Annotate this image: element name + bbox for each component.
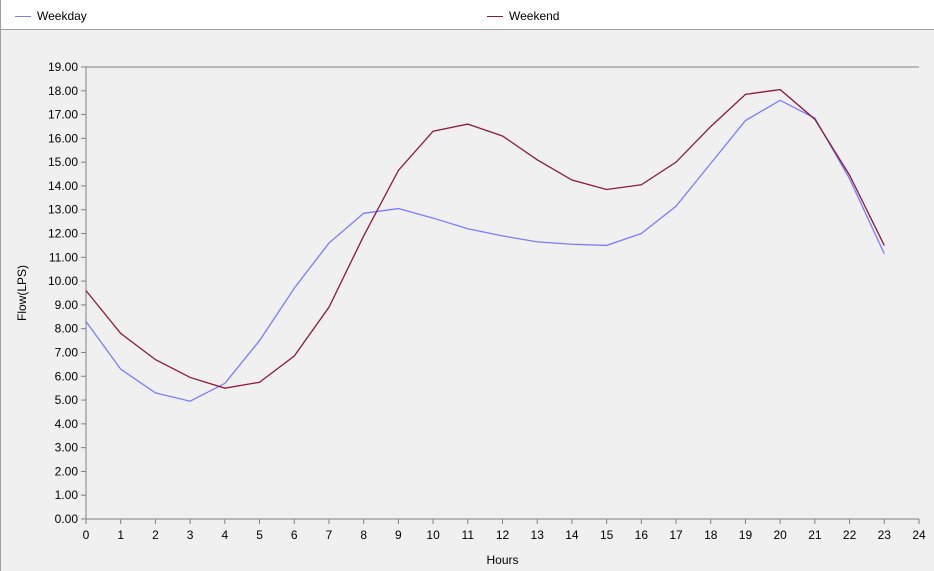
x-tick-label: 8 [360, 528, 367, 542]
y-tick-label: 16.00 [48, 131, 78, 145]
x-tick-label: 23 [878, 528, 892, 542]
y-tick-label: 2.00 [55, 464, 79, 478]
x-tick-label: 3 [187, 528, 194, 542]
x-tick-label: 20 [773, 528, 787, 542]
y-tick-label: 3.00 [55, 441, 79, 455]
ticks: 0.00 1.00 2.00 3.00 4.00 5.00 6.00 7.00 8.00 9.00… [48, 60, 926, 542]
legend-item-weekday: Weekday [15, 9, 87, 23]
y-tick-label: 5.00 [55, 393, 79, 407]
legend-swatch-weekday [15, 15, 31, 17]
y-tick-label: 6.00 [55, 369, 79, 383]
x-tick-label: 24 [912, 528, 926, 542]
y-tick-label: 19.00 [48, 60, 78, 74]
x-tick-label: 2 [152, 528, 159, 542]
series-line-weekday [85, 99, 885, 402]
y-tick-label: 14.00 [48, 179, 78, 193]
y-tick-label: 10.00 [48, 274, 78, 288]
x-tick-label: 21 [808, 528, 822, 542]
x-tick-label: 9 [395, 528, 402, 542]
legend-label-weekend: Weekend [509, 9, 560, 23]
x-tick-label: 11 [462, 528, 475, 542]
series-lines [85, 88, 885, 402]
x-tick-label: 16 [635, 528, 649, 542]
series-line-weekend [85, 88, 885, 389]
y-tick-label: 0.00 [55, 512, 79, 526]
y-tick-label: 15.00 [48, 155, 78, 169]
x-tick-label: 5 [256, 528, 263, 542]
y-tick-label: 18.00 [48, 84, 78, 98]
x-tick-label: 4 [221, 528, 228, 542]
x-tick-label: 0 [83, 528, 90, 542]
legend-label-weekday: Weekday [37, 9, 87, 23]
y-tick-label: 1.00 [55, 488, 79, 502]
y-tick-label: 17.00 [48, 108, 78, 122]
x-tick-label: 15 [600, 528, 614, 542]
legend: Weekday Weekend [1, 0, 934, 30]
y-tick-label: 12.00 [48, 227, 78, 241]
y-tick-label: 11.00 [49, 250, 78, 264]
x-tick-label: 13 [531, 528, 545, 542]
y-tick-label: 8.00 [55, 322, 79, 336]
x-tick-label: 12 [496, 528, 510, 542]
legend-swatch-weekend [487, 15, 503, 17]
axes [85, 66, 919, 520]
x-tick-label: 10 [426, 528, 440, 542]
legend-item-weekend: Weekend [487, 9, 559, 23]
x-axis-title: Hours [486, 553, 518, 567]
x-tick-label: 17 [669, 528, 683, 542]
x-tick-label: 1 [117, 528, 124, 542]
y-tick-label: 9.00 [55, 298, 79, 312]
x-tick-label: 18 [704, 528, 718, 542]
x-tick-label: 6 [291, 528, 298, 542]
x-tick-label: 19 [739, 528, 753, 542]
x-tick-label: 22 [843, 528, 857, 542]
x-tick-label: 7 [326, 528, 333, 542]
y-tick-label: 13.00 [48, 203, 78, 217]
x-tick-label: 14 [565, 528, 579, 542]
y-tick-label: 7.00 [55, 345, 79, 359]
y-tick-label: 4.00 [55, 417, 79, 431]
y-axis-title: Flow(LPS) [15, 265, 29, 321]
